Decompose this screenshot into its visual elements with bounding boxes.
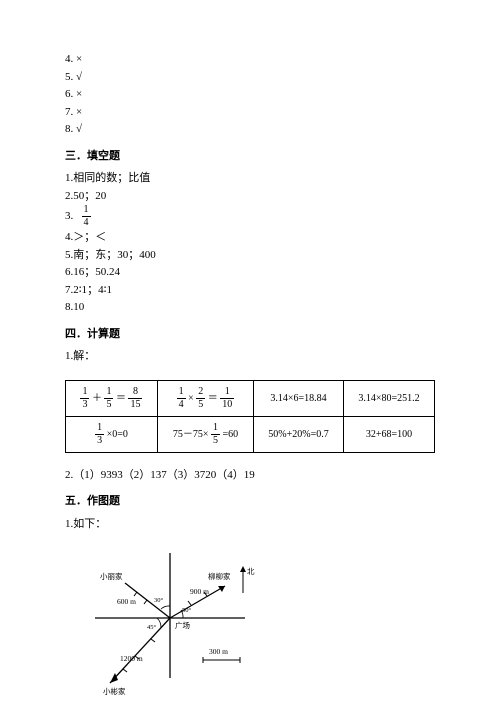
item-num: 8. bbox=[65, 123, 73, 135]
judge-item: 6. × bbox=[65, 86, 435, 103]
item-num: 4. bbox=[65, 53, 73, 65]
item-val: × bbox=[76, 106, 82, 118]
judge-item: 4. × bbox=[65, 51, 435, 68]
cell: 3.14×6=18.84 bbox=[254, 380, 344, 416]
table-row: 13 ×0=0 75－75× 15 =60 50%+20%=0.7 32+68=… bbox=[66, 416, 435, 452]
calc-label: 1.解： bbox=[65, 348, 435, 365]
judge-item: 8. √ bbox=[65, 121, 435, 138]
cell: 14 × 25 ＝ 110 bbox=[157, 380, 253, 416]
fill-item: 3. 1 4 bbox=[65, 205, 435, 228]
diagram-label: 北 bbox=[247, 566, 255, 577]
item-val: × bbox=[76, 53, 82, 65]
item-val: √ bbox=[76, 71, 82, 83]
diagram-label: 600 m bbox=[117, 596, 136, 607]
table-row: 13 ＋ 15 ＝ 815 14 × 25 ＝ 110 3.14×6=18.84… bbox=[66, 380, 435, 416]
diagram-label: 柳柳家 bbox=[208, 571, 231, 582]
calc-answer-line: 2.（1）9393（2）137（3）3720（4）19 bbox=[65, 467, 435, 484]
diagram-label: 30° bbox=[154, 596, 163, 606]
cell: 13 ＋ 15 ＝ 815 bbox=[66, 380, 158, 416]
draw-label: 1.如下： bbox=[65, 516, 435, 533]
diagram-label: 广场 bbox=[175, 620, 190, 631]
item-val: √ bbox=[76, 123, 82, 135]
fill-item: 7.2∶1；4∶1 bbox=[65, 282, 435, 299]
diagram-label: 50° bbox=[182, 606, 191, 616]
numerator: 1 bbox=[82, 205, 91, 217]
direction-diagram: 小丽家 柳柳家 小彬家 广场 北 600 m 900 m 1200 m 300 … bbox=[75, 538, 275, 708]
calc-table: 13 ＋ 15 ＝ 815 14 × 25 ＝ 110 3.14×6=18.84… bbox=[65, 380, 435, 453]
diagram-label: 900 m bbox=[190, 586, 209, 597]
fill-item: 4.＞；＜ bbox=[65, 229, 435, 246]
section4-title: 四．计算题 bbox=[65, 326, 435, 343]
fill-item: 2.50；20 bbox=[65, 188, 435, 205]
cell: 75－75× 15 =60 bbox=[157, 416, 253, 452]
item-prefix: 3. bbox=[65, 210, 73, 222]
diagram-label: 小丽家 bbox=[100, 571, 123, 582]
fill-item: 5.南；东；30；400 bbox=[65, 247, 435, 264]
judge-item: 7. × bbox=[65, 104, 435, 121]
section5-title: 五．作图题 bbox=[65, 493, 435, 510]
item-num: 7. bbox=[65, 106, 73, 118]
fill-item: 1.相同的数；比值 bbox=[65, 170, 435, 187]
item-val: × bbox=[76, 88, 82, 100]
diagram-label: 小彬家 bbox=[103, 686, 126, 697]
fill-item: 8.10 bbox=[65, 299, 435, 316]
cell: 50%+20%=0.7 bbox=[254, 416, 344, 452]
fill-item: 6.16；50.24 bbox=[65, 264, 435, 281]
cell: 3.14×80=251.2 bbox=[343, 380, 434, 416]
cell: 13 ×0=0 bbox=[66, 416, 158, 452]
diagram-label: 1200 m bbox=[120, 653, 143, 664]
diagram-label: 45° bbox=[147, 623, 156, 633]
cell: 32+68=100 bbox=[343, 416, 434, 452]
item-num: 6. bbox=[65, 88, 73, 100]
diagram-label: 300 m bbox=[209, 646, 228, 657]
item-num: 5. bbox=[65, 71, 73, 83]
fraction: 1 4 bbox=[82, 205, 91, 228]
judge-item: 5. √ bbox=[65, 69, 435, 86]
section3-title: 三．填空题 bbox=[65, 148, 435, 165]
denominator: 4 bbox=[82, 217, 91, 228]
